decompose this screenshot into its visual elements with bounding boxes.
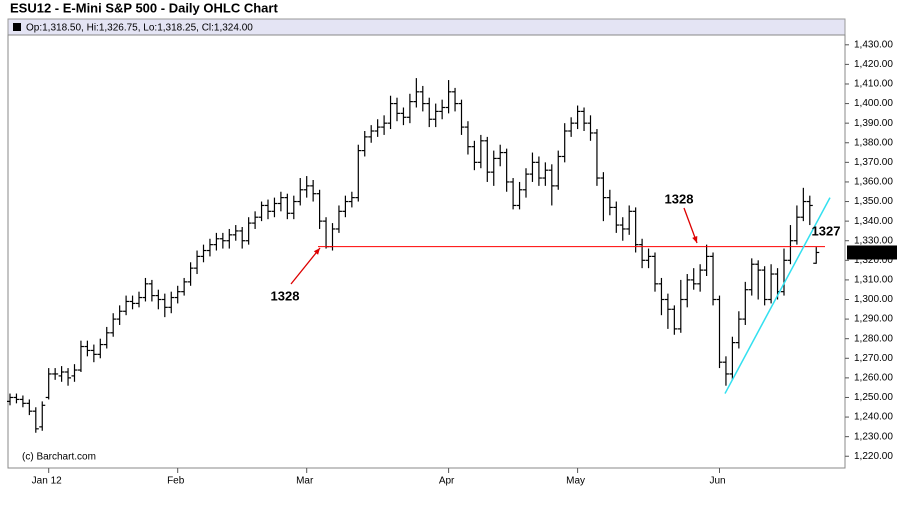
annotation: 1327: [812, 223, 841, 238]
y-tick-label: 1,280.00: [854, 333, 893, 344]
y-tick-label: 1,260.00: [854, 373, 893, 384]
y-tick-label: 1,420.00: [854, 59, 893, 70]
annotation: 1328: [665, 191, 694, 206]
trend-line: [724, 197, 831, 394]
arrow-shaft: [290, 247, 321, 285]
x-tick-label: May: [566, 476, 585, 487]
y-tick-label: 1,290.00: [854, 314, 893, 325]
last-price-label: 1,324.00: [853, 247, 892, 258]
y-tick-label: 1,330.00: [854, 235, 893, 246]
y-tick-label: 1,220.00: [854, 451, 893, 462]
x-tick-label: Mar: [296, 476, 314, 487]
y-tick-label: 1,270.00: [854, 353, 893, 364]
y-tick-label: 1,350.00: [854, 196, 893, 207]
y-tick-label: 1,390.00: [854, 118, 893, 129]
y-tick-label: 1,370.00: [854, 157, 893, 168]
plot-frame: [7, 34, 846, 469]
y-tick-label: 1,310.00: [854, 275, 893, 286]
annotation: 1328: [271, 288, 300, 303]
info-text: Op:1,318.50, Hi:1,326.75, Lo:1,318.25, C…: [26, 23, 253, 34]
x-tick-label: Feb: [167, 476, 185, 487]
y-tick-label: 1,320.00: [854, 255, 893, 266]
x-tick-label: Apr: [439, 476, 455, 487]
x-tick-label: Jun: [709, 476, 725, 487]
y-tick-label: 1,300.00: [854, 294, 893, 305]
y-tick-label: 1,240.00: [854, 412, 893, 423]
y-tick-label: 1,430.00: [854, 39, 893, 50]
last-price-box: [847, 245, 897, 260]
info-icon: [13, 23, 21, 31]
y-tick-label: 1,340.00: [854, 216, 893, 227]
chart-title: ESU12 - E-Mini S&P 500 - Daily OHLC Char…: [10, 0, 278, 15]
y-tick-label: 1,250.00: [854, 392, 893, 403]
y-tick-label: 1,380.00: [854, 137, 893, 148]
y-tick-label: 1,360.00: [854, 177, 893, 188]
credit: (c) Barchart.com: [22, 452, 96, 463]
y-tick-label: 1,400.00: [854, 98, 893, 109]
y-tick-label: 1,410.00: [854, 79, 893, 90]
arrow-head: [313, 248, 320, 255]
x-tick-label: Jan 12: [32, 476, 62, 487]
arrow-head: [692, 236, 698, 243]
y-tick-label: 1,230.00: [854, 431, 893, 442]
